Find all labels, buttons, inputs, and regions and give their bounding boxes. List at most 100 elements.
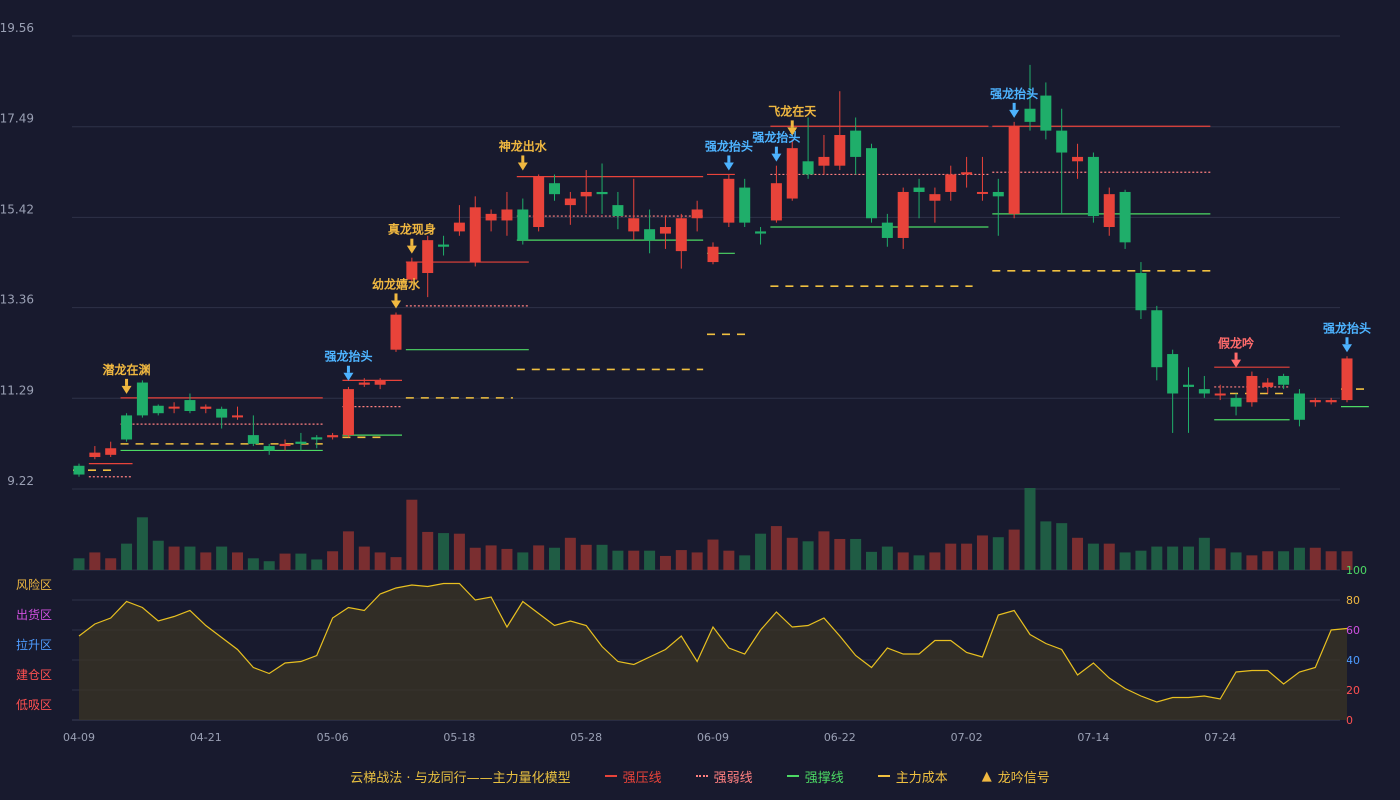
candle-body bbox=[755, 231, 767, 234]
candle-body bbox=[263, 446, 275, 451]
volume-bar bbox=[1167, 546, 1179, 570]
candle-body bbox=[1072, 156, 1084, 162]
candle-body bbox=[723, 178, 735, 223]
volume-bar bbox=[992, 537, 1004, 570]
volume-bar bbox=[1103, 543, 1115, 570]
legend-item-signal[interactable]: ▲ 龙吟信号 bbox=[982, 767, 1050, 786]
signal-arrow bbox=[1231, 359, 1242, 368]
volume-bar bbox=[881, 546, 893, 570]
volume-bar bbox=[755, 533, 767, 570]
signal-label: 强龙抬头 bbox=[1323, 320, 1371, 335]
candle-body bbox=[897, 191, 909, 238]
candle-body bbox=[1214, 393, 1226, 396]
volume-bar bbox=[675, 550, 687, 570]
signal-triangle-icon: ▲ bbox=[981, 768, 992, 784]
volume-bar bbox=[549, 547, 560, 570]
volume-bar bbox=[961, 543, 973, 570]
weak-swatch bbox=[695, 775, 708, 777]
candle-body bbox=[469, 207, 481, 263]
legend-cost-label: 主力成本 bbox=[895, 770, 948, 786]
legend-resistance-label: 强压线 bbox=[622, 770, 662, 786]
volume-bar bbox=[374, 552, 386, 570]
signal-arrow-stem bbox=[125, 378, 129, 386]
volume-bar bbox=[850, 538, 862, 570]
signal-arrow bbox=[121, 385, 132, 394]
volume-bar bbox=[1056, 523, 1068, 570]
candle-body bbox=[1183, 384, 1194, 387]
legend-item-support[interactable]: 强撑线 bbox=[786, 767, 844, 786]
candle-body bbox=[295, 441, 307, 444]
candle-body bbox=[1278, 375, 1290, 385]
signal-label: 飞龙在天 bbox=[768, 103, 817, 118]
candle-body bbox=[992, 191, 1004, 197]
volume-bar bbox=[232, 552, 243, 570]
x-tick-label: 05-18 bbox=[443, 731, 475, 744]
volume-bar bbox=[501, 548, 513, 570]
candle-body bbox=[279, 443, 291, 447]
candle-body bbox=[136, 382, 148, 416]
volume-bar bbox=[628, 550, 640, 570]
x-tick-label: 05-28 bbox=[570, 731, 602, 744]
candle-body bbox=[184, 400, 196, 412]
volume-bar bbox=[802, 541, 814, 570]
signal-arrow bbox=[723, 162, 734, 171]
volume-bar bbox=[945, 543, 957, 570]
signal-arrow bbox=[787, 127, 798, 136]
volume-bar bbox=[438, 533, 450, 570]
volume-bar bbox=[1214, 548, 1226, 570]
candle-body bbox=[564, 198, 576, 206]
volume-bar bbox=[1309, 547, 1321, 570]
zone-label: 风险区 bbox=[16, 577, 52, 592]
volume-bar bbox=[1325, 551, 1337, 570]
candle-body bbox=[1262, 382, 1274, 387]
volume-bar bbox=[1278, 551, 1290, 570]
legend-title: 云梯战法 · 与龙同行——主力量化模型 bbox=[350, 770, 571, 786]
candle-body bbox=[406, 262, 418, 280]
volume-bar bbox=[707, 539, 719, 570]
candle-body bbox=[247, 435, 259, 444]
volume-bar bbox=[929, 552, 941, 570]
volume-bar bbox=[1198, 537, 1210, 570]
indicator-line bbox=[78, 582, 1348, 703]
legend-signal-label: 龙吟信号 bbox=[997, 770, 1050, 786]
x-tick-label: 04-21 bbox=[190, 731, 222, 744]
candle-body bbox=[1341, 358, 1353, 401]
volume-bar bbox=[1151, 546, 1163, 570]
signal-arrow-stem bbox=[1234, 352, 1238, 360]
volume-bar bbox=[1262, 551, 1274, 570]
candle-body bbox=[1103, 194, 1115, 228]
legend-item-weak[interactable]: 强弱线 bbox=[695, 767, 753, 786]
candle-body bbox=[1056, 130, 1068, 153]
zone-label: 出货区 bbox=[16, 607, 52, 622]
price-tick-label: 15.42 bbox=[0, 202, 34, 216]
volume-bar bbox=[469, 547, 481, 570]
candle-body bbox=[659, 227, 671, 234]
candle-body bbox=[1293, 393, 1305, 420]
signal-arrow bbox=[343, 372, 354, 381]
candle-body bbox=[834, 135, 846, 166]
legend-item-cost[interactable]: 主力成本 bbox=[877, 767, 948, 786]
x-tick-label: 07-02 bbox=[951, 731, 983, 744]
candle-body bbox=[533, 176, 545, 228]
volume-bar bbox=[73, 558, 85, 570]
volume-bar bbox=[1293, 547, 1305, 570]
indicator-tick-label: 100 bbox=[1346, 564, 1367, 577]
candle-body bbox=[485, 213, 497, 221]
price-tick-label: 19.56 bbox=[0, 21, 34, 35]
legend-item-resistance[interactable]: 强压线 bbox=[604, 767, 662, 786]
candle-body bbox=[152, 405, 164, 414]
candle-body bbox=[1325, 400, 1337, 403]
candle-body bbox=[612, 205, 624, 217]
volume-bar bbox=[612, 550, 624, 570]
cost-swatch bbox=[877, 775, 890, 777]
candle-body bbox=[121, 415, 133, 440]
volume-bar bbox=[1040, 521, 1052, 570]
volume-bar bbox=[533, 545, 545, 570]
candle-body bbox=[913, 187, 925, 192]
volume-bar bbox=[580, 544, 592, 570]
candle-body bbox=[517, 209, 529, 241]
x-tick-label: 06-22 bbox=[824, 731, 856, 744]
signal-arrow bbox=[517, 162, 528, 171]
volume-bar bbox=[834, 538, 846, 570]
volume-bar bbox=[897, 552, 909, 570]
